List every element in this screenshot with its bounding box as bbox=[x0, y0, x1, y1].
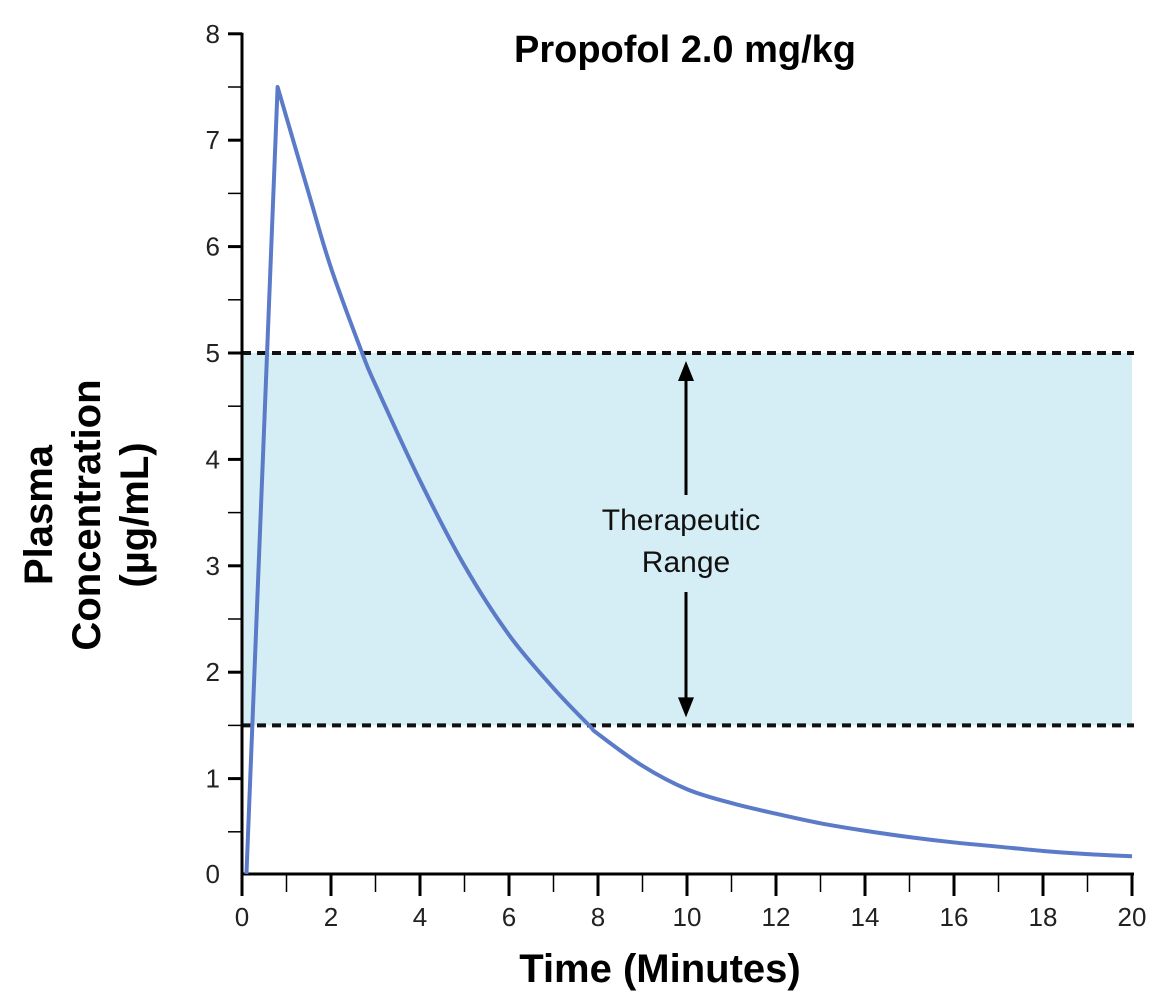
band-label-line-2: Range bbox=[642, 546, 730, 579]
y-tick-label: 1 bbox=[206, 764, 220, 794]
x-axis-label: Time (Minutes) bbox=[519, 947, 801, 991]
concentration-line bbox=[244, 85, 1133, 875]
x-tick-label: 6 bbox=[502, 902, 516, 932]
band-label-line-1: Therapeutic bbox=[602, 504, 760, 537]
x-tick-label: 20 bbox=[1118, 902, 1147, 932]
x-tick-label: 18 bbox=[1029, 902, 1058, 932]
x-tick-label: 16 bbox=[940, 902, 969, 932]
y-tick-label: 4 bbox=[206, 444, 220, 474]
y-tick-label: 2 bbox=[206, 657, 220, 687]
arrow-up-icon bbox=[678, 361, 694, 381]
y-tick-label: 3 bbox=[206, 551, 220, 581]
x-tick-label: 0 bbox=[235, 902, 249, 932]
y-tick-label: 5 bbox=[206, 338, 220, 368]
y-axis-label-line-2: Concentration bbox=[65, 379, 109, 650]
x-tick-label: 10 bbox=[673, 902, 702, 932]
x-tick-label: 4 bbox=[413, 902, 427, 932]
y-tick-label: 6 bbox=[206, 232, 220, 262]
y-tick-label: 8 bbox=[206, 19, 220, 49]
x-tick-label: 12 bbox=[762, 902, 791, 932]
y-axis-label-line-3: (µg/mL) bbox=[113, 442, 157, 587]
y-tick-label: 7 bbox=[206, 125, 220, 155]
x-tick-label: 2 bbox=[324, 902, 338, 932]
x-tick-label: 8 bbox=[591, 902, 605, 932]
y-tick-label: 0 bbox=[206, 859, 220, 889]
arrow-down-icon bbox=[678, 697, 694, 718]
chart-title: Propofol 2.0 mg/kg bbox=[514, 29, 856, 71]
x-tick-label: 14 bbox=[851, 902, 880, 932]
y-axis-label-line-1: Plasma bbox=[17, 444, 61, 585]
